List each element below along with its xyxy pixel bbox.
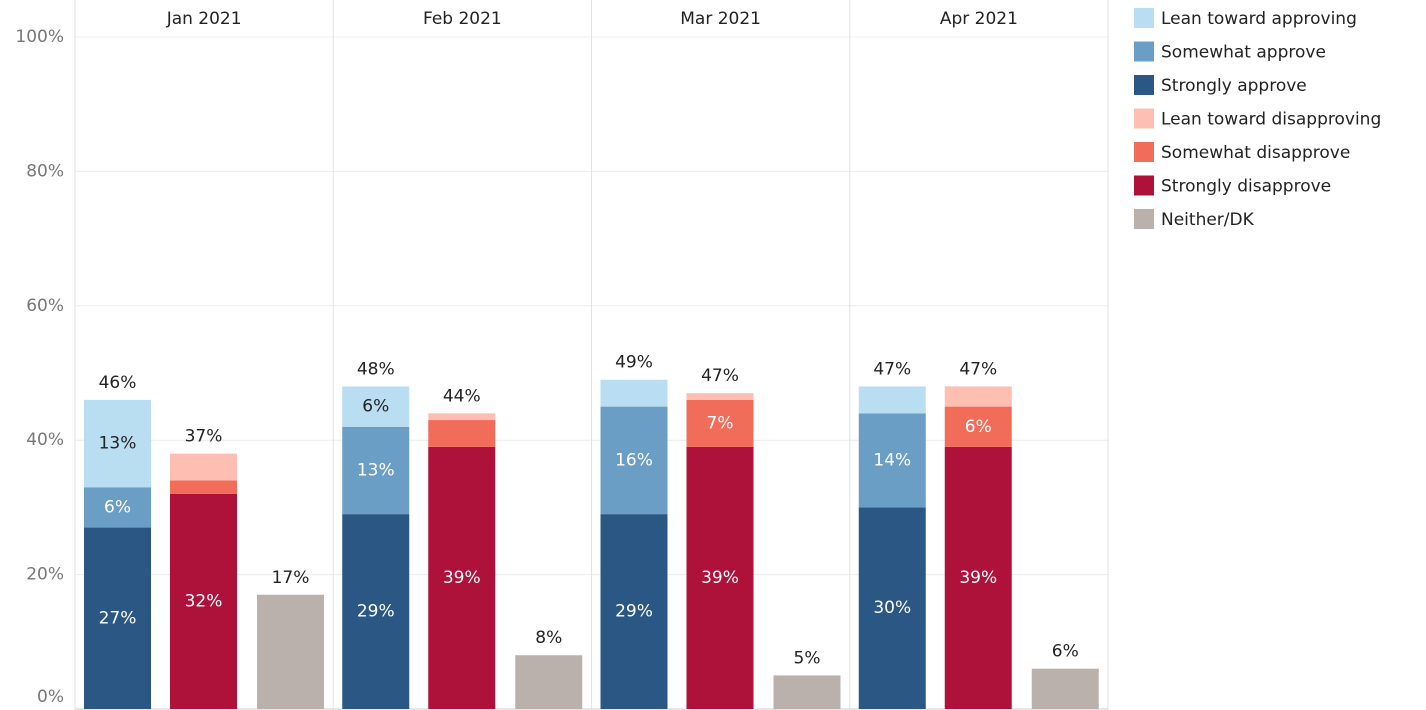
- legend-label: Neither/DK: [1161, 210, 1255, 230]
- value-label: 29%: [615, 602, 653, 622]
- bar-segment: [686, 393, 754, 400]
- legend-swatch: [1134, 8, 1154, 28]
- bar-segment: [170, 493, 237, 709]
- bar-segment: [342, 386, 410, 427]
- total-label: 48%: [357, 359, 395, 379]
- legend-swatch: [1134, 209, 1154, 229]
- legend-label: Strongly approve: [1161, 76, 1307, 96]
- bar-segment: [84, 399, 151, 488]
- value-label: 32%: [185, 591, 223, 611]
- value-label: 27%: [99, 608, 137, 628]
- bar-segment: [944, 386, 1012, 407]
- bar-segment: [428, 420, 496, 447]
- legend-swatch: [1134, 75, 1154, 95]
- bar-segment: [944, 406, 1012, 447]
- y-tick-label: 40%: [26, 430, 64, 450]
- bar-segment: [600, 379, 668, 407]
- bar-segment: [342, 426, 410, 515]
- value-label: 5%: [794, 648, 821, 668]
- bar-segment: [600, 406, 668, 515]
- bar-segment: [773, 675, 841, 709]
- value-label: 17%: [272, 568, 310, 588]
- total-label: 37%: [185, 427, 223, 447]
- bar-segment: [600, 514, 668, 709]
- value-label: 29%: [357, 602, 395, 622]
- value-label: 13%: [357, 460, 395, 480]
- bar-segment: [170, 453, 237, 481]
- bar-segment: [84, 487, 151, 528]
- bar-segment: [1031, 668, 1099, 709]
- bar-segment: [170, 480, 237, 494]
- bar-segment: [944, 446, 1012, 709]
- value-label: 39%: [443, 568, 481, 588]
- bar-segment: [515, 655, 583, 709]
- bar-segment: [686, 399, 754, 447]
- legend-swatch: [1134, 175, 1154, 196]
- panel-header: Mar 2021: [680, 9, 761, 29]
- legend-swatch: [1134, 142, 1154, 162]
- y-tick-label: 80%: [26, 161, 64, 181]
- value-label: 7%: [707, 413, 734, 433]
- legend-label: Somewhat approve: [1161, 43, 1326, 63]
- bar-segment: [342, 514, 410, 709]
- value-label: 6%: [362, 397, 389, 417]
- total-label: 49%: [615, 353, 653, 373]
- value-label: 6%: [1052, 642, 1079, 662]
- y-tick-label: 100%: [15, 27, 64, 47]
- total-label: 47%: [959, 359, 997, 379]
- total-label: 47%: [873, 359, 911, 379]
- y-tick-label: 60%: [26, 296, 64, 316]
- total-label: 44%: [443, 386, 481, 406]
- bar-segment: [428, 413, 496, 421]
- bar-segment: [428, 446, 496, 709]
- bar-segment: [686, 446, 754, 709]
- legend-label: Strongly disapprove: [1161, 177, 1331, 197]
- bar-segment: [858, 386, 926, 414]
- value-label: 14%: [873, 450, 911, 470]
- value-label: 13%: [99, 434, 137, 454]
- total-label: 47%: [701, 366, 739, 386]
- value-label: 6%: [965, 417, 992, 437]
- bar-segment: [257, 594, 324, 709]
- bar-segment: [858, 507, 926, 709]
- legend-swatch: [1134, 108, 1154, 129]
- legend-label: Lean toward approving: [1161, 9, 1357, 29]
- total-label: 46%: [99, 373, 137, 393]
- bar-segment: [84, 527, 151, 709]
- value-label: 6%: [104, 497, 131, 517]
- bar-segment: [858, 413, 926, 508]
- panel-header: Jan 2021: [166, 9, 242, 29]
- legend-label: Lean toward disapproving: [1161, 110, 1381, 130]
- legend-swatch: [1134, 41, 1154, 62]
- value-label: 30%: [873, 598, 911, 618]
- panel-header: Apr 2021: [940, 9, 1018, 29]
- legend-label: Somewhat disapprove: [1161, 143, 1350, 163]
- value-label: 16%: [615, 450, 653, 470]
- value-label: 39%: [959, 568, 997, 588]
- y-tick-label: 0%: [37, 687, 64, 707]
- panel-header: Feb 2021: [423, 9, 502, 29]
- y-tick-label: 20%: [26, 565, 64, 585]
- value-label: 8%: [535, 628, 562, 648]
- value-label: 39%: [701, 568, 739, 588]
